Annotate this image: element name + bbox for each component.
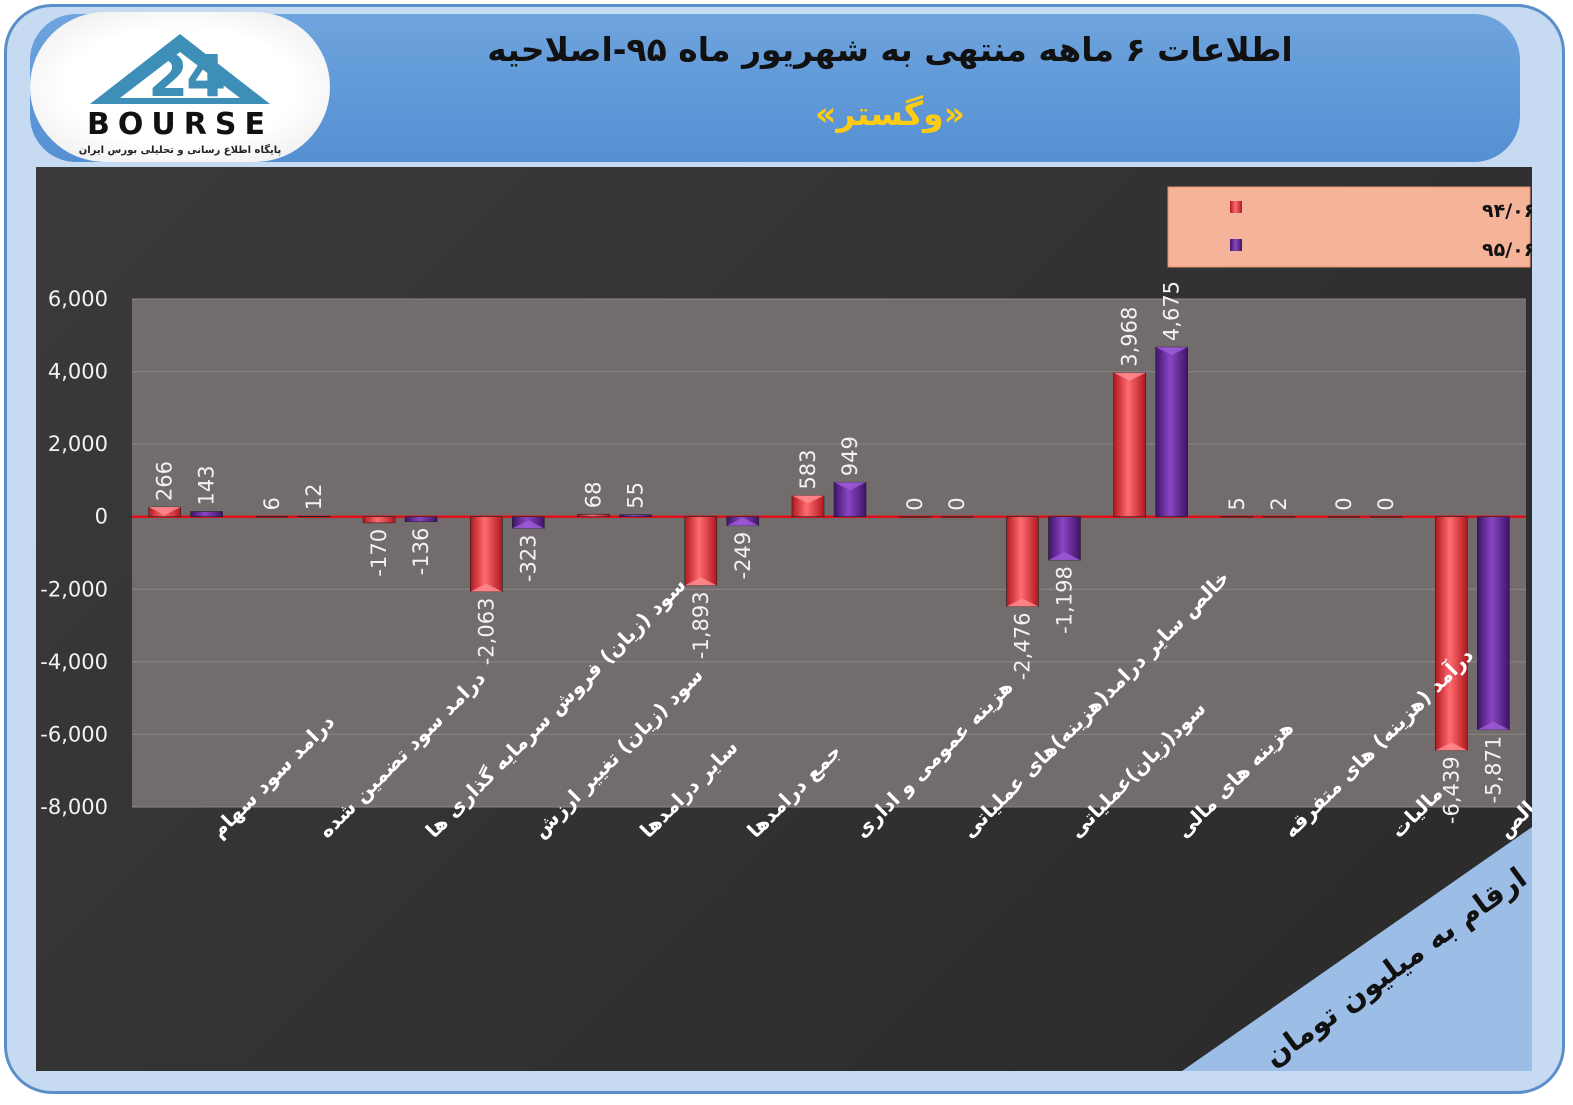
data-label-s2-6: 949 [838,436,862,476]
bar-s1-2 [362,516,396,524]
plot-area [132,299,1526,807]
bar-s2-0 [190,511,223,518]
units-ribbon: ارقام به میلیون تومان [1182,827,1533,1073]
bar-s1-11 [1327,516,1361,518]
data-label-s2-12: -5,871 [1481,736,1505,804]
bourse-logo: 2 4 BOURSE پایگاه اطلاع رسانی و تحلیلی ب… [30,12,330,162]
bar-s1-1 [255,516,289,518]
bar-cap-s2-6 [834,482,866,491]
data-label-s1-0: 266 [153,461,177,501]
bar-s1-7 [898,516,932,518]
data-label-s1-9: 3,968 [1118,307,1142,367]
data-label-s1-5: -1,893 [689,591,713,659]
data-label-s2-5: -249 [731,532,755,580]
legend-label-1: ۶ ماهه منتهی به ۹۴/۰۶/۳۱ [1482,200,1532,222]
bar-cap-s1-8 [1006,598,1039,607]
data-label-s1-3: -2,063 [474,598,498,666]
data-label-s1-11: 0 [1332,497,1356,510]
bar-s1-3 [470,516,503,592]
data-label-s2-9: 4,675 [1160,281,1184,341]
y-tick-label: 0 [95,505,108,529]
bar-cap-s2-5 [726,517,759,526]
data-label-s1-7: 0 [903,497,927,510]
bar-s2-4 [619,514,652,518]
bar-s2-10 [1262,516,1296,518]
data-label-s2-0: 143 [195,465,219,505]
bar-s2-2 [404,516,438,522]
data-label-s2-7: 0 [945,497,969,510]
data-label-s2-2: -136 [409,528,433,576]
bar-cap-s1-0 [148,507,181,516]
data-label-s2-10: 2 [1267,497,1291,510]
logo-text: BOURSE [87,107,273,142]
bar-s2-12 [1477,516,1510,731]
y-tick-label: 2,000 [48,432,108,456]
bar-cap-s2-12 [1477,721,1510,730]
bar-s1-4 [577,513,610,518]
bar-s2-7 [940,516,974,518]
y-tick-label: -4,000 [40,650,108,674]
bar-cap-s1-5 [684,577,717,586]
y-tick-label: -8,000 [40,795,108,819]
bar-s1-9 [1113,372,1146,518]
bar-s2-11 [1369,516,1403,518]
data-label-s1-2: -170 [367,529,391,577]
logo-mark-icon: 2 4 [90,34,270,110]
bar-cap-s2-3 [512,520,545,529]
data-label-s1-8: -2,476 [1010,613,1034,681]
page-title: اطلاعات ۶ ماهه منتهی به شهریور ماه ۹۵-اص… [487,30,1293,69]
y-tick-label: -6,000 [40,722,108,746]
bar-s2-1 [297,515,331,518]
data-label-s2-1: 12 [302,484,326,511]
legend-label-2: ۶ ماهه منتهی به ۹۵/۰۶/۳۱ [1482,239,1532,261]
page-subtitle: «وگستر» [815,94,965,133]
y-tick-label: -2,000 [40,577,108,601]
y-tick-label: 6,000 [48,287,108,311]
bar-cap-s1-6 [792,495,824,504]
data-label-s1-6: 583 [796,449,820,489]
legend-swatch-1 [1230,201,1242,213]
svg-text:2: 2 [148,42,188,110]
bar-chart: 6,000 4,000 2,000 0 -2,000 -4,000 -6,000 -8,000… [40,186,1573,1073]
legend-swatch-2 [1230,239,1242,251]
svg-text:4: 4 [186,42,226,110]
bar-s1-12 [1435,516,1468,751]
bar-cap-s1-9 [1113,372,1146,381]
data-label-s1-1: 6 [260,497,284,510]
logo-caption: پایگاه اطلاع رسانی و تحلیلی بورس ایران [78,145,282,156]
data-label-s1-10: 5 [1225,497,1249,510]
bar-cap-s2-9 [1155,347,1188,356]
legend: ۶ ماهه منتهی به ۹۴/۰۶/۳۱ ۶ ماهه منتهی به… [1167,186,1573,268]
bar-s1-8 [1006,516,1039,607]
data-label-s1-4: 68 [582,482,606,509]
data-label-s2-8: -1,198 [1052,566,1076,634]
bar-s1-5 [684,516,718,586]
bar-cap-s1-3 [470,583,503,592]
chart-area: 6,000 4,000 2,000 0 -2,000 -4,000 -6,000 -8,000… [36,167,1573,1073]
data-label-s1-12: -6,439 [1439,756,1463,824]
data-label-s2-4: 55 [624,482,648,509]
bar-cap-s1-12 [1435,742,1468,751]
bar-cap-s2-8 [1048,552,1081,561]
data-label-s2-11: 0 [1374,497,1398,510]
data-label-s2-3: -323 [516,534,540,582]
y-tick-label: 4,000 [48,360,108,384]
bar-s2-9 [1155,346,1188,518]
bar-s1-10 [1220,516,1254,518]
